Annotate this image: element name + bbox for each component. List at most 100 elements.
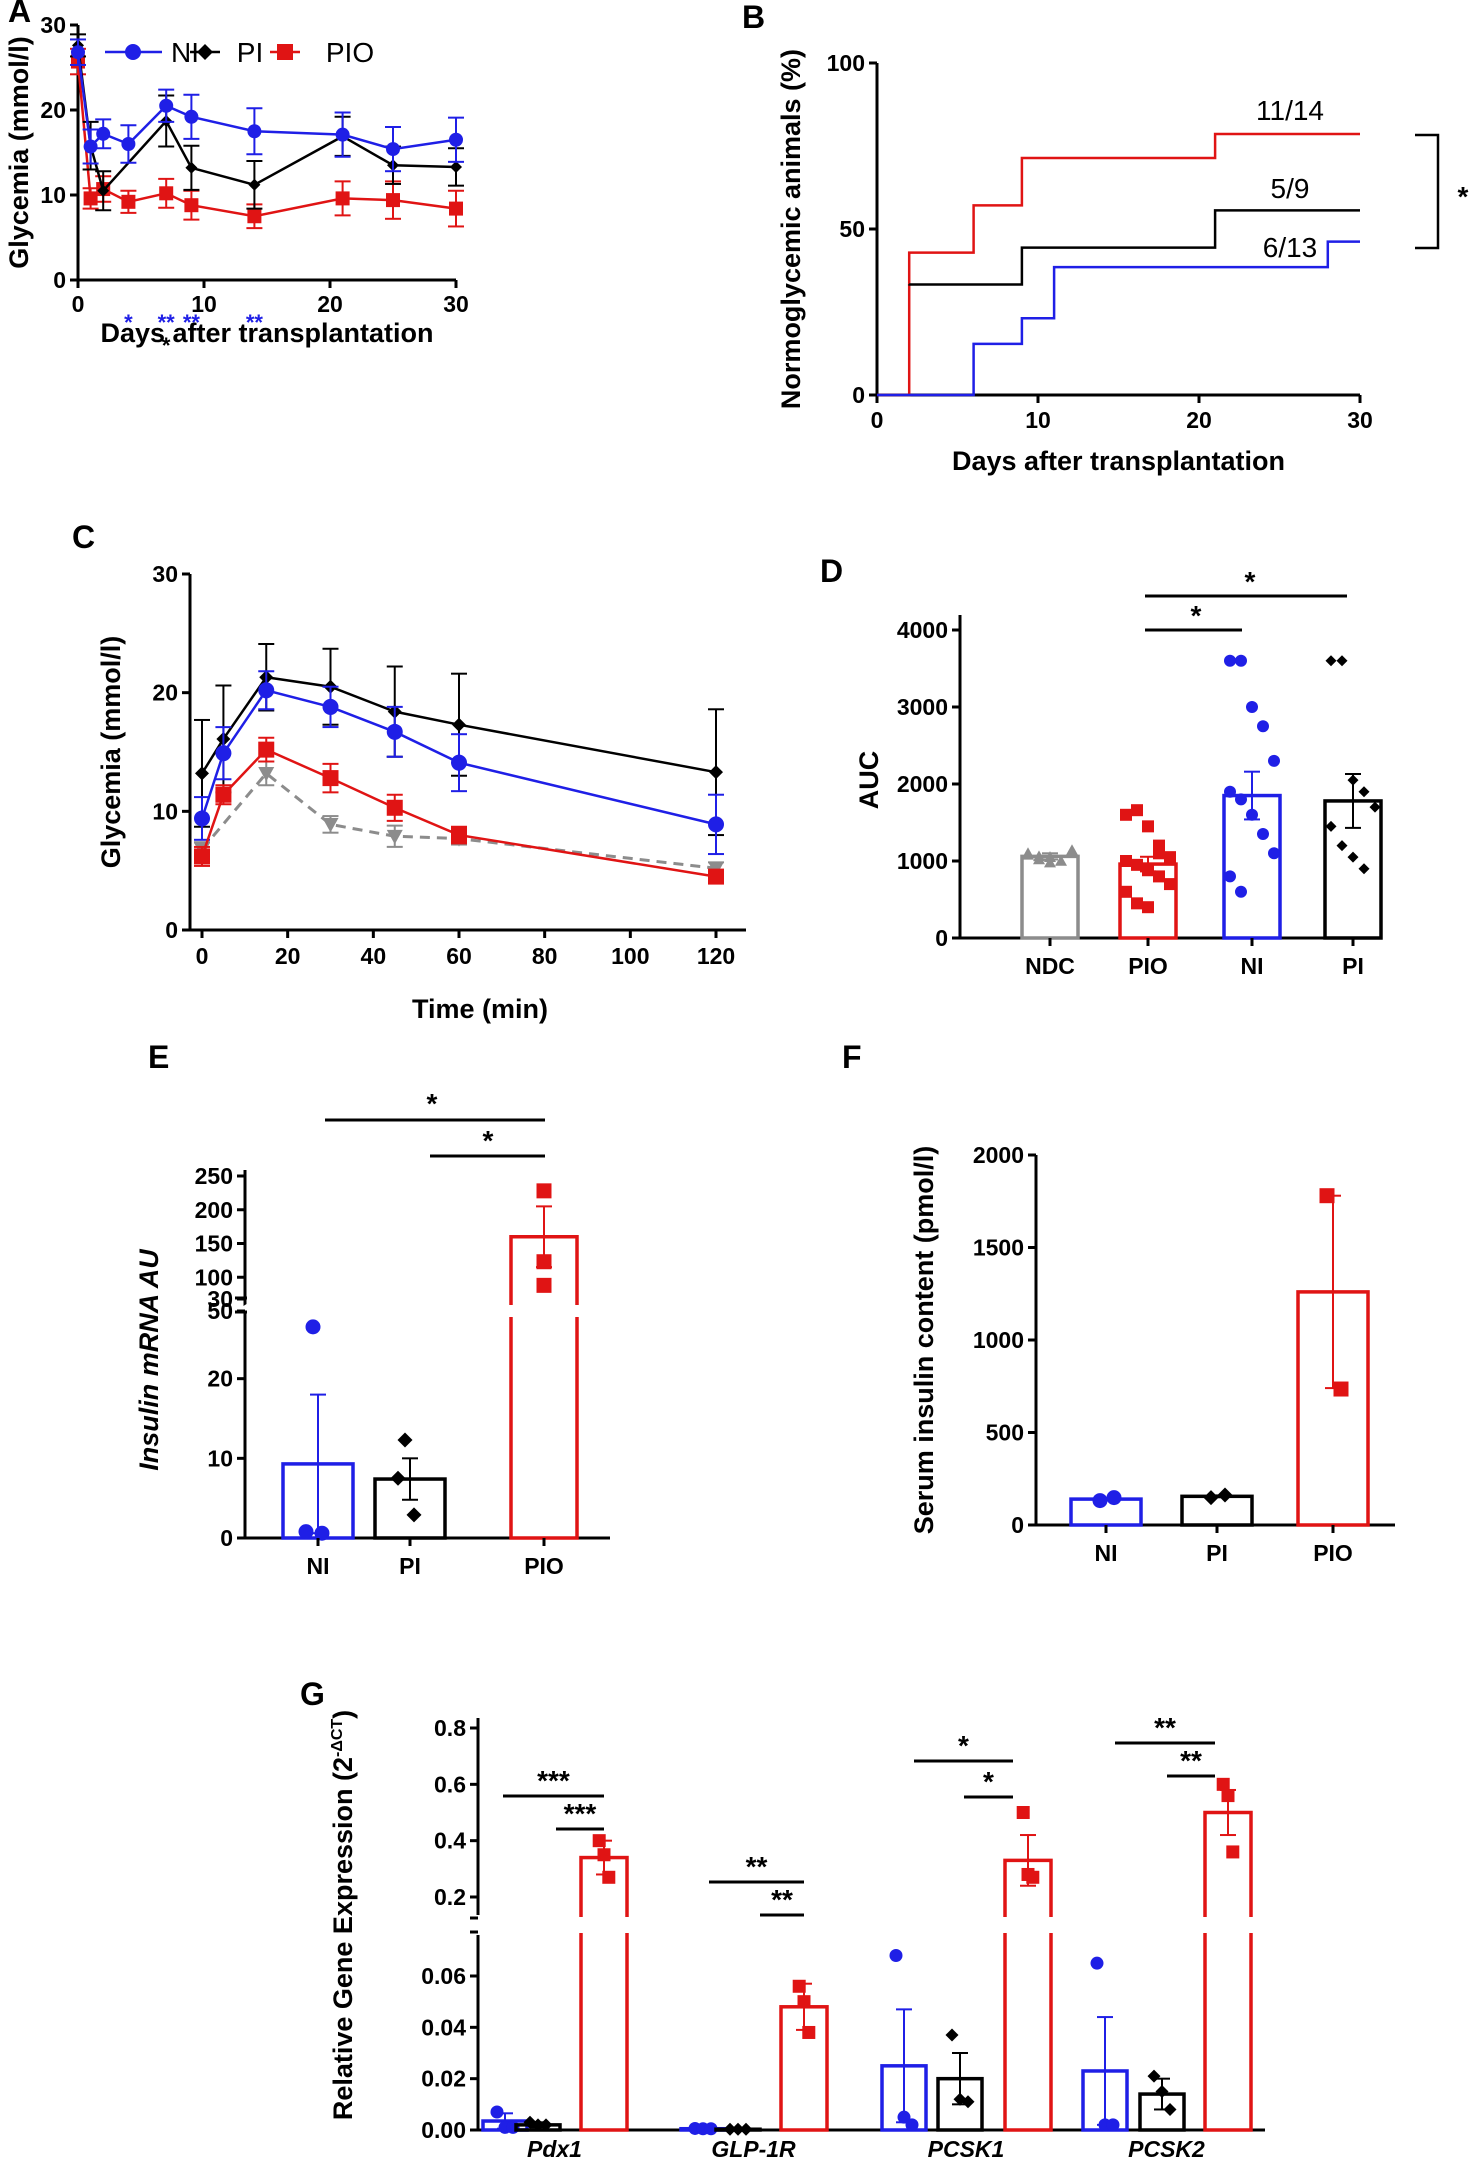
panel-a-y-title: Glycemia (mmol/l) — [4, 36, 34, 269]
panel-g-point-glp-1r-pio — [802, 2025, 816, 2039]
panel-b-count-pi: 5/9 — [1271, 173, 1310, 204]
panel-g-point-glp-1r-pio — [797, 1995, 811, 2009]
panel-a-point-ni — [96, 126, 111, 141]
panel-a-point-pio — [184, 198, 199, 213]
panel-d-point-ni — [1268, 754, 1280, 767]
panel-g-point-pcsk1-ni — [897, 2110, 911, 2124]
panel-g-bracket-stars: * — [958, 1730, 969, 1761]
panel-f-point-pi — [1203, 1490, 1219, 1506]
panel-d-point-pio — [1142, 901, 1154, 914]
panel-d-xlabel-pio: PIO — [1128, 953, 1168, 979]
panel-g-y-title: Relative Gene Expression (2-ΔCT) — [328, 1710, 358, 2120]
panel-a-point-ni — [159, 98, 174, 113]
panel-g-point-pdx1-pio — [602, 1870, 616, 1884]
panel-d-point-pio — [1164, 878, 1176, 891]
panel-e-xlabel-ni: NI — [307, 1553, 330, 1579]
panel-a-xtick-label: 20 — [317, 291, 343, 317]
panel-g-point-pcsk1-pi — [961, 2095, 975, 2109]
panel-g-point-pcsk1-pio — [1016, 1806, 1030, 1819]
panel-c-point-pio — [386, 799, 403, 816]
panel-f-y-title: Serum insulin content (pmol/l) — [909, 1146, 939, 1535]
panel-e-point-pi — [406, 1507, 422, 1523]
panel-a-point-ni — [247, 124, 262, 139]
panel-c-point-pio — [451, 827, 467, 844]
panel-e-bracket-star: * — [427, 1088, 438, 1119]
panel-a-point-pio — [159, 186, 174, 201]
panel-g-point-pcsk1-pio — [1026, 1870, 1040, 1884]
panel-g-bar-break-gap — [1202, 1917, 1254, 1933]
panel-g-bracket-stars: ** — [1180, 1745, 1202, 1776]
panel-f-point-pio — [1319, 1188, 1335, 1204]
panel-a-legend-pio: PIO — [326, 37, 374, 68]
panel-d-point-pio — [1120, 808, 1132, 821]
panel-f-xlabel-pio: PIO — [1313, 1540, 1353, 1566]
panel-a-x-title: Days after transplantation — [100, 318, 433, 348]
panel-g-point-glp-1r-ni — [704, 2122, 718, 2136]
panel-b-step-ni — [877, 240, 1360, 397]
panel-g-bracket-stars: ** — [1154, 1712, 1176, 1743]
panel-e-point-pio — [536, 1277, 552, 1293]
panel-d-point-ndc — [1044, 851, 1056, 862]
panel-f-point-ni — [1092, 1493, 1108, 1509]
panel-d-point-pio — [1120, 855, 1132, 867]
panel-a-point-ni — [386, 142, 400, 157]
panel-a-ytick-label: 20 — [40, 97, 66, 123]
panel-g-xlabel-glp-1r: GLP-1R — [711, 2136, 796, 2160]
panel-g-bar-pdx1-pio — [579, 1855, 629, 2132]
panel-d-point-pio — [1131, 804, 1143, 817]
panel-g-xlabel-pdx1: Pdx1 — [527, 2136, 582, 2160]
panel-e-point-pio — [536, 1183, 552, 1199]
panel-d-point-pi — [1325, 820, 1337, 832]
panel-d-point-ni — [1246, 701, 1258, 713]
panel-g-point-pcsk2-ni — [1090, 1956, 1104, 1970]
panel-b-xtick-label: 10 — [1025, 407, 1051, 433]
panel-d-point-pi — [1369, 801, 1381, 813]
panel-g-ytick-label: 0.6 — [434, 1771, 466, 1797]
panel-f-ytick-label: 0 — [1011, 1512, 1024, 1538]
panel-e-bar-break-gap — [508, 1305, 580, 1317]
panel-c-point-pio — [215, 786, 232, 803]
panel-a-point-pio — [247, 209, 262, 224]
panel-c-point-ni — [194, 810, 210, 827]
panel-d-point-pi — [1336, 655, 1348, 667]
panel-a-significance-star: ** — [246, 310, 264, 335]
panel-f-ytick-label: 1500 — [973, 1235, 1024, 1261]
panel-c-xtick-label: 20 — [275, 943, 301, 969]
panel-d-xlabel-pi: PI — [1342, 953, 1364, 979]
panel-a-legend-pi: PI — [237, 37, 263, 68]
panel-c-point-ni — [322, 698, 339, 715]
panel-d-point-pio — [1131, 897, 1143, 910]
panel-a-significance-star: ** — [183, 310, 201, 335]
panel-d-point-ni — [1235, 654, 1247, 667]
panel-c-point-ndc — [258, 766, 275, 782]
panel-c-letter: C — [72, 519, 95, 555]
panel-c-point-pio — [708, 868, 724, 885]
panel-g-point-pdx1-pi — [539, 2118, 553, 2132]
panel-e-ytick-label: 150 — [195, 1231, 233, 1257]
panel-d-point-pi — [1347, 774, 1359, 786]
panel-g-ytick-label: 0.02 — [421, 2066, 466, 2092]
panel-b-x-title: Days after transplantation — [952, 446, 1285, 476]
panel-f-ytick-label: 2000 — [973, 1142, 1024, 1168]
panel-d-point-pio — [1142, 820, 1154, 833]
panel-g-bar-pcsk1-pio — [1003, 1858, 1053, 2132]
panel-e-ytick-label: 200 — [195, 1197, 233, 1223]
panel-g-ytick-label: 0.2 — [434, 1884, 466, 1910]
panel-d-point-ndc — [1022, 848, 1034, 860]
panel-g-point-pcsk2-pi — [1163, 2102, 1177, 2116]
panel-e-point-pi — [390, 1470, 406, 1486]
panel-c-ytick-label: 30 — [152, 561, 178, 587]
panel-a-significance-star: ** — [158, 310, 176, 335]
panel-e-point-ni — [314, 1525, 330, 1541]
panel-f-ytick-label: 500 — [986, 1420, 1024, 1446]
panel-c-point-ni — [215, 745, 232, 762]
panel-d-point-pio — [1153, 870, 1165, 883]
panel-a-legend-marker — [197, 44, 213, 60]
panel-a-line-ni — [76, 52, 457, 151]
panel-g-point-pcsk2-pio — [1221, 1789, 1235, 1803]
panel-g-point-pcsk1-ni — [889, 1948, 903, 1962]
panel-d-point-pio — [1164, 851, 1176, 864]
panel-e-point-pi — [397, 1432, 413, 1448]
panel-a-point-ni — [83, 139, 98, 154]
